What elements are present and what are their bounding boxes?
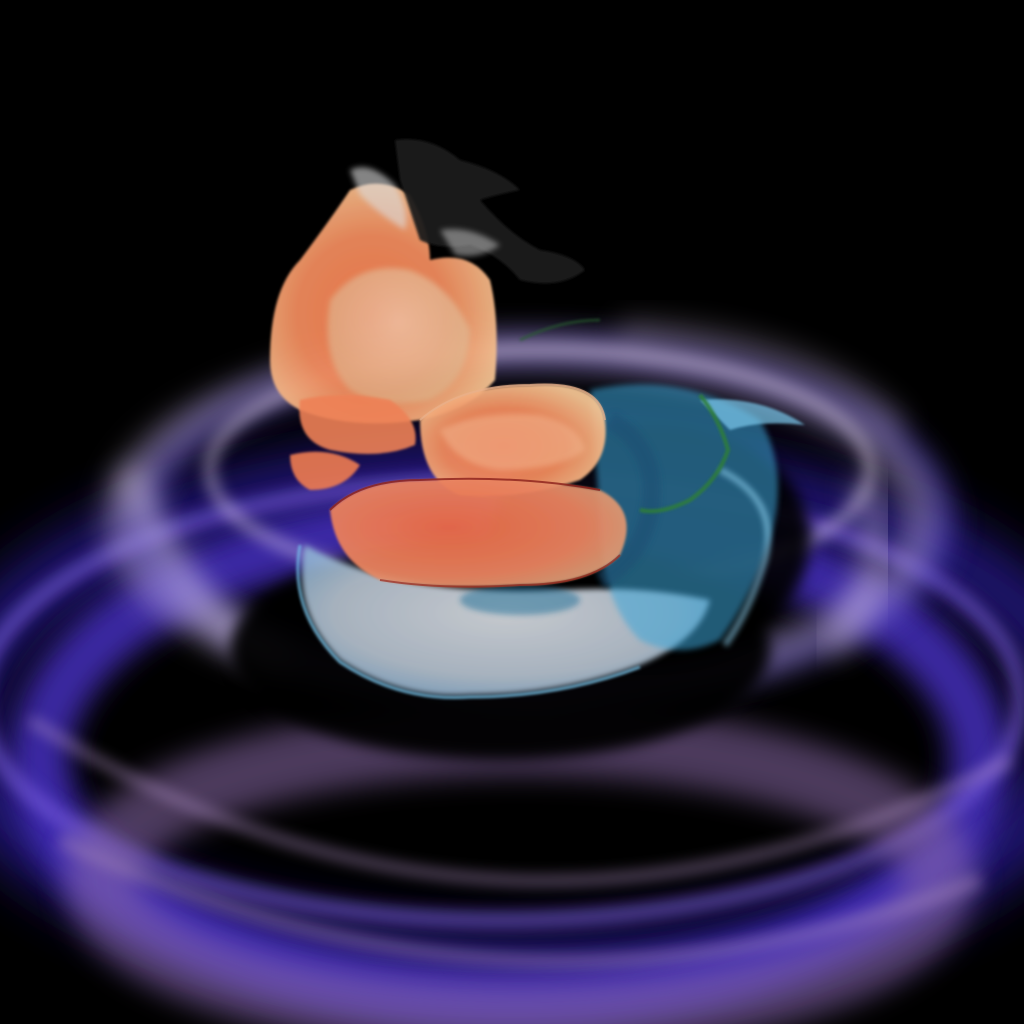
orange-core-volume xyxy=(270,183,627,588)
dark-top-fringe xyxy=(350,139,585,284)
green-filament xyxy=(519,318,731,514)
